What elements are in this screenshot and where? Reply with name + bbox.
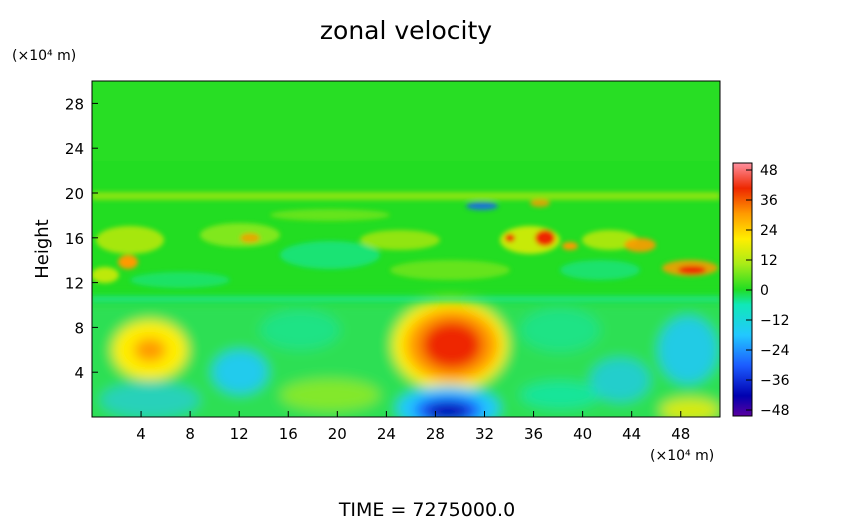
x-tick-label: 36	[524, 425, 543, 443]
colorbar-tick-label: −48	[760, 403, 790, 419]
heatmap-field	[92, 81, 720, 417]
chart-title: zonal velocity	[320, 16, 492, 45]
x-tick-label: 4	[136, 425, 146, 443]
y-tick-label: 24	[65, 140, 84, 158]
x-tick-label: 48	[671, 425, 690, 443]
x-tick-label: 8	[185, 425, 195, 443]
y-tick-label: 8	[74, 319, 84, 337]
y-unit-label: (×10⁴ m)	[12, 48, 76, 64]
x-axis: 4 8 12 16 20 24 28 32 36 40 44 48	[136, 411, 690, 443]
y-axis: 4 8 12 16 20 24 28	[65, 95, 98, 382]
colorbar-tick-label: −36	[760, 373, 790, 389]
colorbar-tick-label: 48	[760, 163, 778, 179]
x-tick-label: 44	[622, 425, 641, 443]
y-tick-label: 12	[65, 275, 84, 293]
field-mid-layer	[92, 192, 720, 302]
x-unit-label: (×10⁴ m)	[650, 448, 714, 464]
time-footer: TIME = 7275000.0	[338, 499, 515, 519]
field-lower-layer	[92, 299, 720, 417]
plot-frame	[91, 80, 721, 418]
y-tick-label: 20	[65, 185, 84, 203]
colorbar-tick-label: −12	[760, 313, 790, 329]
x-tick-label: 32	[475, 425, 494, 443]
colorbar-tick-label: 24	[760, 223, 778, 239]
colorbar-tick-label: −24	[760, 343, 790, 359]
colorbar-tick-label: 36	[760, 193, 778, 209]
y-tick-label: 28	[65, 95, 84, 113]
x-tick-label: 16	[279, 425, 298, 443]
x-tick-label: 24	[377, 425, 396, 443]
colorbar-tick-label: 0	[760, 283, 769, 299]
x-tick-label: 20	[328, 425, 347, 443]
y-axis-label: Height	[32, 219, 53, 279]
colorbar-ticks: 48 36 24 12 0 −12 −24 −36 −48	[746, 163, 790, 419]
y-tick-label: 16	[65, 230, 84, 248]
x-tick-label: 40	[573, 425, 592, 443]
x-tick-label: 28	[426, 425, 445, 443]
field-upper-band	[92, 81, 720, 161]
colorbar-tick-label: 12	[760, 253, 778, 269]
x-tick-label: 12	[230, 425, 249, 443]
y-tick-label: 4	[74, 364, 84, 382]
